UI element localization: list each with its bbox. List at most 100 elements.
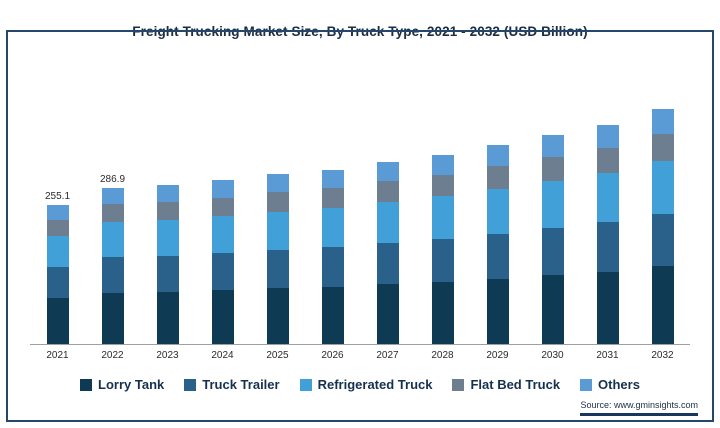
x-axis-label: 2027	[376, 350, 399, 361]
x-axis-label: 2030	[541, 350, 564, 361]
bar-segment-refrigerated_truck[interactable]	[431, 196, 454, 239]
bar-segment-truck_trailer[interactable]	[541, 228, 564, 276]
x-axis: 2021 2022 2023 2024 2025 2026 2027 2028 2029 2030…	[30, 350, 690, 361]
bar-segment-truck_trailer[interactable]	[46, 267, 69, 299]
bar-segment-truck_trailer[interactable]	[266, 249, 289, 288]
legend-swatch	[452, 378, 465, 391]
bar-segment-lorry_tank[interactable]	[321, 286, 344, 344]
bar-stack[interactable]	[266, 174, 289, 344]
bar-segment-refrigerated_truck[interactable]	[321, 208, 344, 248]
bar-segment-truck_trailer[interactable]	[156, 255, 179, 292]
bar-segment-others[interactable]	[156, 185, 179, 202]
bar-column	[580, 94, 635, 344]
bar-segment-truck_trailer[interactable]	[321, 247, 344, 287]
legend-swatch	[580, 378, 593, 391]
bar-segment-flat_bed_truck[interactable]	[541, 157, 564, 182]
bar-segment-refrigerated_truck[interactable]	[596, 172, 619, 223]
x-axis-label: 2029	[486, 350, 509, 361]
bar-stack[interactable]	[376, 162, 399, 344]
bar-stack[interactable]	[156, 185, 179, 344]
bar-stack[interactable]	[431, 154, 454, 344]
bar-segment-lorry_tank[interactable]	[46, 298, 69, 344]
bar-segment-refrigerated_truck[interactable]	[376, 202, 399, 244]
bar-segment-truck_trailer[interactable]	[101, 257, 124, 293]
bar-segment-refrigerated_truck[interactable]	[156, 220, 179, 256]
bar-segment-others[interactable]	[211, 180, 234, 198]
bar-segment-lorry_tank[interactable]	[101, 292, 124, 344]
bar-segment-lorry_tank[interactable]	[211, 290, 234, 344]
bar-segment-lorry_tank[interactable]	[431, 281, 454, 344]
bar-segment-refrigerated_truck[interactable]	[266, 211, 289, 250]
bar-segment-others[interactable]	[431, 154, 454, 175]
bar-segment-others[interactable]	[486, 145, 509, 167]
bar-segment-refrigerated_truck[interactable]	[486, 189, 509, 234]
legend-item-others[interactable]: Others	[580, 377, 640, 392]
bar-segment-flat_bed_truck[interactable]	[211, 197, 234, 217]
bar-segment-lorry_tank[interactable]	[541, 275, 564, 344]
bar-column	[415, 94, 470, 344]
bar-segment-refrigerated_truck[interactable]	[211, 216, 234, 254]
legend-item-truck_trailer[interactable]: Truck Trailer	[184, 377, 280, 392]
bar-segment-flat_bed_truck[interactable]	[46, 219, 69, 236]
bar-segment-truck_trailer[interactable]	[486, 233, 509, 279]
bar-segment-flat_bed_truck[interactable]	[101, 204, 124, 223]
bar-segment-lorry_tank[interactable]	[156, 291, 179, 344]
source-underline	[580, 413, 698, 416]
bar-stack[interactable]	[651, 108, 674, 344]
legend-label: Lorry Tank	[98, 377, 165, 392]
x-axis-label: 2022	[101, 350, 124, 361]
bar-segment-truck_trailer[interactable]	[431, 238, 454, 282]
bar-segment-lorry_tank[interactable]	[596, 271, 619, 344]
bar-segment-refrigerated_truck[interactable]	[46, 235, 69, 268]
bar-segment-truck_trailer[interactable]	[211, 253, 234, 290]
bar-segment-flat_bed_truck[interactable]	[486, 166, 509, 190]
bar-segment-truck_trailer[interactable]	[376, 243, 399, 285]
legend: Lorry Tank Truck Trailer Refrigerated Truc…	[30, 377, 690, 392]
bar-segment-flat_bed_truck[interactable]	[431, 174, 454, 197]
x-axis-label: 2028	[431, 350, 454, 361]
bar-segment-others[interactable]	[46, 205, 69, 220]
bar-segment-flat_bed_truck[interactable]	[596, 147, 619, 173]
legend-item-lorry_tank[interactable]: Lorry Tank	[80, 377, 164, 392]
bar-segment-flat_bed_truck[interactable]	[321, 188, 344, 209]
bar-segment-flat_bed_truck[interactable]	[651, 133, 674, 161]
x-axis-label: 2021	[46, 350, 69, 361]
source-text: Source: www.gminsights.com	[580, 400, 698, 410]
bar-stack[interactable]	[541, 135, 564, 344]
x-axis-label: 2032	[651, 350, 674, 361]
bar-segment-others[interactable]	[541, 135, 564, 158]
bar-segment-others[interactable]	[376, 162, 399, 182]
bar-segment-flat_bed_truck[interactable]	[376, 181, 399, 203]
bar-segment-lorry_tank[interactable]	[486, 278, 509, 344]
bar-stack[interactable]	[211, 180, 234, 344]
chart-container: 255.1 286.9 2021 2022 2023 2024 2025 2026 2027 2…	[30, 94, 690, 392]
bar-segment-lorry_tank[interactable]	[266, 288, 289, 344]
bar-segment-others[interactable]	[651, 108, 674, 134]
bar-segment-lorry_tank[interactable]	[376, 284, 399, 344]
bar-stack[interactable]	[596, 124, 619, 344]
bar-segment-lorry_tank[interactable]	[651, 266, 674, 344]
bar-segment-truck_trailer[interactable]	[596, 222, 619, 272]
bar-segment-refrigerated_truck[interactable]	[101, 222, 124, 258]
bar-column	[305, 94, 360, 344]
bar-segment-flat_bed_truck[interactable]	[156, 201, 179, 221]
bar-segment-refrigerated_truck[interactable]	[541, 181, 564, 229]
bar-stack[interactable]	[321, 169, 344, 344]
legend-item-refrigerated_truck[interactable]: Refrigerated Truck	[299, 377, 432, 392]
bar-segment-others[interactable]	[321, 169, 344, 189]
x-axis-label: 2031	[596, 350, 619, 361]
legend-swatch	[184, 378, 197, 391]
bar-segment-others[interactable]	[101, 188, 124, 205]
x-axis-label: 2024	[211, 350, 234, 361]
x-axis-label: 2026	[321, 350, 344, 361]
bar-segment-flat_bed_truck[interactable]	[266, 192, 289, 212]
bar-stack[interactable]	[486, 145, 509, 344]
bar-segment-others[interactable]	[266, 174, 289, 193]
bar-stack[interactable]	[101, 188, 124, 344]
bar-segment-others[interactable]	[596, 124, 619, 148]
bar-column	[250, 94, 305, 344]
bar-stack[interactable]	[46, 205, 69, 344]
legend-item-flat_bed_truck[interactable]: Flat Bed Truck	[452, 377, 560, 392]
bar-segment-truck_trailer[interactable]	[651, 213, 674, 267]
bar-segment-refrigerated_truck[interactable]	[651, 160, 674, 214]
